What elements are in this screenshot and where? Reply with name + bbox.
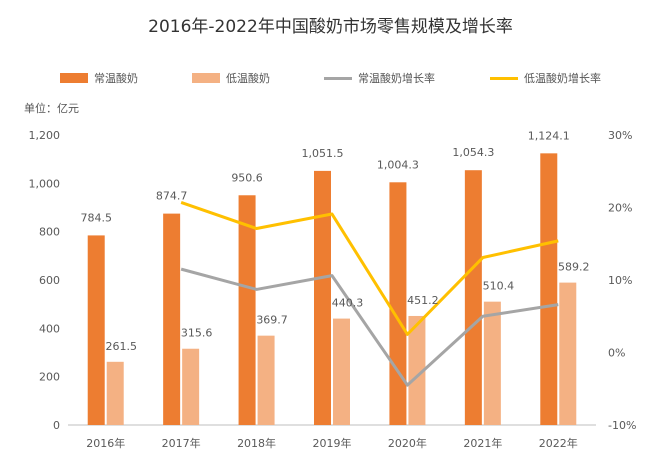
legend-swatch-ambient-yogurt	[60, 73, 88, 83]
bar-chilled-yogurt	[333, 318, 350, 425]
bar-chilled-yogurt	[106, 361, 124, 425]
x-tick-label: 2019年	[313, 436, 352, 450]
x-tick-label: 2018年	[237, 436, 276, 450]
legend-swatch-ambient-growth	[324, 76, 352, 80]
y-right-tick-label: 10%	[608, 274, 632, 287]
bar-ambient-yogurt	[389, 182, 407, 425]
legend-swatch-chilled-growth	[490, 76, 518, 80]
legend-label-ambient-growth: 常温酸奶增长率	[358, 72, 435, 85]
bar-chilled-yogurt	[483, 301, 501, 425]
y-left-tick-label: 600	[39, 274, 60, 287]
data-label-ambient-yogurt: 1,054.3	[452, 146, 494, 159]
bar-ambient-yogurt	[238, 195, 256, 425]
x-tick-label: 2016年	[86, 436, 125, 450]
x-tick-label: 2017年	[162, 436, 201, 450]
data-label-chilled-yogurt: 589.2	[558, 261, 590, 274]
data-label-chilled-yogurt: 440.3	[332, 297, 364, 310]
y-left-tick-label: 200	[39, 371, 60, 384]
bar-ambient-yogurt	[163, 213, 181, 425]
y-right-tick-label: 0%	[608, 347, 625, 360]
chart-title: 2016年-2022年中国酸奶市场零售规模及增长率	[148, 17, 513, 37]
x-tick-label: 2020年	[388, 436, 427, 450]
bar-ambient-yogurt	[464, 170, 482, 425]
y-left-tick-label: 800	[39, 226, 60, 239]
data-label-ambient-yogurt: 784.5	[80, 211, 112, 224]
y-right-tick-label: 20%	[608, 202, 632, 215]
x-tick-label: 2022年	[539, 436, 578, 450]
bar-ambient-yogurt	[540, 153, 558, 425]
legend-item-ambient-yogurt: 常温酸奶	[60, 70, 138, 86]
data-label-chilled-yogurt: 451.2	[407, 294, 439, 307]
unit-label: 单位：亿元	[24, 102, 79, 115]
legend-label-chilled-growth: 低温酸奶增长率	[524, 72, 601, 85]
bar-ambient-yogurt	[314, 170, 331, 425]
y-right-tick-label: 30%	[608, 129, 632, 142]
data-label-ambient-yogurt: 1,124.1	[528, 129, 570, 142]
data-label-chilled-yogurt: 315.6	[181, 327, 213, 340]
data-label-ambient-yogurt: 1,051.5	[302, 147, 344, 160]
data-label-chilled-yogurt: 261.5	[105, 340, 137, 353]
data-label-ambient-yogurt: 874.7	[156, 190, 188, 203]
bar-chilled-yogurt	[408, 315, 426, 425]
x-tick-label: 2021年	[463, 436, 502, 450]
bar-chilled-yogurt	[257, 335, 275, 425]
legend-item-ambient-growth: 常温酸奶增长率	[324, 70, 435, 86]
legend-item-chilled-growth: 低温酸奶增长率	[490, 70, 601, 86]
data-label-chilled-yogurt: 510.4	[483, 280, 515, 293]
line-chilled-growth	[180, 201, 559, 336]
data-label-chilled-yogurt: 369.7	[256, 314, 288, 327]
y-left-tick-label: 400	[39, 322, 60, 335]
legend-swatch-chilled-yogurt	[192, 73, 220, 83]
legend-item-chilled-yogurt: 低温酸奶	[192, 70, 270, 86]
y-left-tick-label: 1,000	[29, 177, 61, 190]
y-left-tick-label: 0	[53, 419, 60, 432]
legend-label-chilled-yogurt: 低温酸奶	[226, 72, 270, 85]
bar-ambient-yogurt	[87, 235, 105, 425]
data-label-ambient-yogurt: 1,004.3	[377, 158, 419, 171]
data-label-ambient-yogurt: 950.6	[231, 171, 263, 184]
y-left-tick-label: 1,200	[29, 129, 61, 142]
bar-chilled-yogurt	[182, 348, 200, 425]
bar-chilled-yogurt	[559, 282, 577, 425]
line-ambient-growth	[180, 267, 559, 387]
legend-label-ambient-yogurt: 常温酸奶	[94, 72, 138, 85]
y-right-tick-label: -10%	[608, 419, 636, 432]
